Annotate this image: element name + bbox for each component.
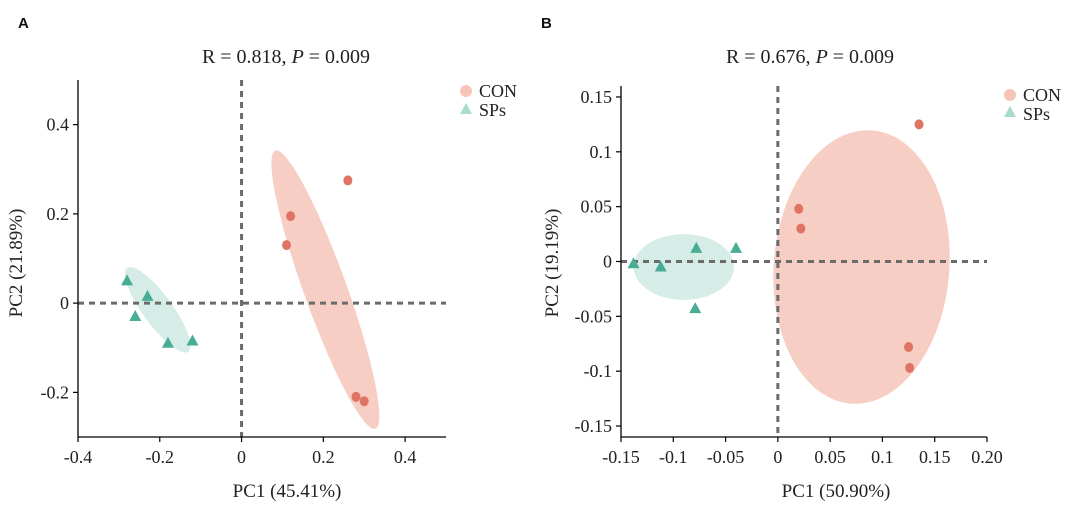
- x-tick-label: 0.15: [919, 447, 951, 467]
- x-tick-label: -0.2: [146, 447, 175, 467]
- data-point-sps: [121, 274, 134, 286]
- x-tick-label: -0.05: [707, 447, 745, 467]
- legend-swatch-sps: [1004, 106, 1016, 117]
- x-tick-label: 0.1: [871, 447, 894, 467]
- data-point-con: [914, 119, 924, 130]
- x-axis-title: PC1 (50.90%): [782, 481, 891, 502]
- confidence-ellipse-con: [773, 130, 950, 404]
- data-point-con: [286, 211, 296, 222]
- x-tick-label: 0.20: [971, 447, 1003, 467]
- confidence-ellipse-sps: [124, 267, 191, 353]
- legend-label-sps: SPs: [1023, 104, 1050, 124]
- data-point-con: [359, 396, 369, 407]
- x-tick-label: -0.1: [659, 447, 688, 467]
- data-point-con: [796, 223, 806, 234]
- x-tick-label: 0.05: [814, 447, 846, 467]
- legend-swatch-con: [460, 85, 472, 97]
- y-tick-label: -0.1: [584, 361, 613, 381]
- x-tick-label: -0.4: [64, 447, 93, 467]
- data-point-sps: [141, 289, 154, 301]
- stat-annotation: R = 0.818, P = 0.009: [202, 46, 370, 68]
- y-tick-label: 0.1: [590, 142, 613, 162]
- y-axis-title: PC2 (19.19%): [542, 209, 563, 318]
- y-tick-label: 0.05: [581, 197, 613, 217]
- y-tick-label: 0.2: [47, 204, 70, 224]
- data-point-con: [905, 362, 915, 373]
- x-axis-title: PC1 (45.41%): [233, 481, 342, 502]
- legend-label-con: CON: [479, 81, 517, 101]
- legend: CON SPs: [1004, 85, 1061, 124]
- y-tick-label: 0: [60, 293, 69, 313]
- data-point-sps: [730, 241, 743, 253]
- data-point-sps: [627, 257, 640, 269]
- y-axis-title: PC2 (21.89%): [6, 209, 27, 318]
- data-point-con: [794, 203, 804, 214]
- data-point-sps: [161, 336, 174, 348]
- x-tick-label: 0: [773, 447, 782, 467]
- y-tick-label: 0: [603, 252, 612, 272]
- y-tick-label: -0.05: [575, 306, 613, 326]
- data-point-sps: [689, 302, 702, 314]
- data-point-sps: [186, 334, 199, 346]
- legend: CON SPs: [460, 81, 517, 120]
- y-tick-label: -0.2: [41, 382, 70, 402]
- x-tick-label: -0.15: [602, 447, 640, 467]
- legend-swatch-con: [1004, 89, 1016, 101]
- data-point-sps: [129, 310, 142, 322]
- x-tick-label: 0.4: [394, 447, 417, 467]
- data-point-sps: [654, 260, 667, 272]
- x-tick-label: 0: [237, 447, 246, 467]
- data-point-sps: [690, 241, 703, 253]
- y-tick-label: 0.4: [47, 115, 70, 135]
- legend-label-sps: SPs: [479, 100, 506, 120]
- data-point-con: [904, 342, 914, 353]
- legend-label-con: CON: [1023, 85, 1061, 105]
- x-tick-label: 0.2: [312, 447, 335, 467]
- y-tick-label: -0.15: [575, 416, 613, 436]
- data-point-con: [282, 240, 292, 251]
- panel-label: B: [541, 15, 552, 32]
- legend-swatch-sps: [460, 103, 472, 114]
- y-tick-label: 0.15: [581, 87, 613, 107]
- confidence-ellipse-sps: [633, 234, 734, 300]
- panel-b: B R = 0.676, P = 0.009 -0.15 -0.1 -0.05 0 0.…: [541, 15, 1061, 502]
- panel-a: A R = 0.818, P = 0.009 -0.4 -0.2 0 0.2 0.4 -0…: [6, 15, 517, 502]
- data-point-con: [351, 391, 361, 402]
- panel-label: A: [18, 15, 29, 32]
- data-point-con: [343, 175, 353, 186]
- confidence-ellipse-con: [271, 150, 380, 429]
- stat-annotation: R = 0.676, P = 0.009: [726, 46, 894, 68]
